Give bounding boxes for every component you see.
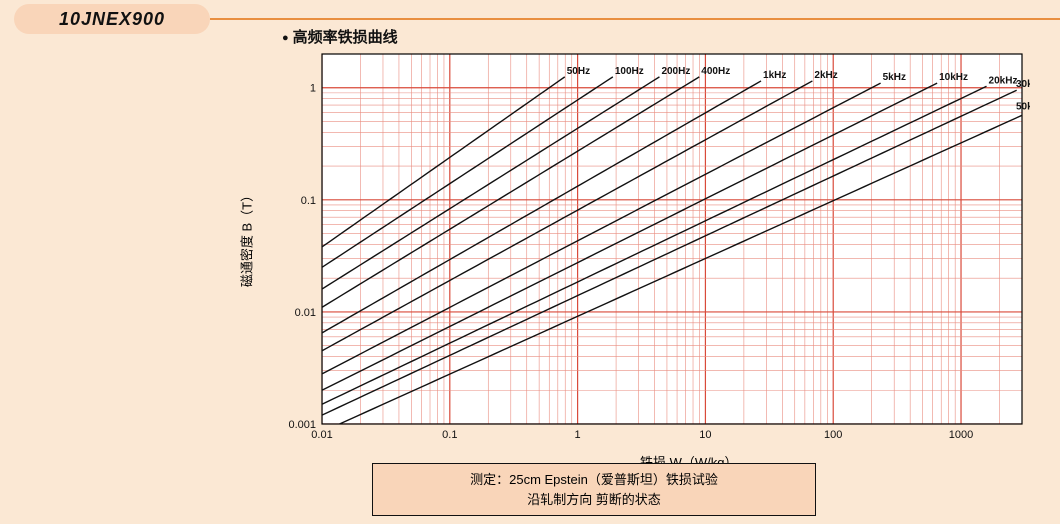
svg-text:2kHz: 2kHz <box>814 70 837 81</box>
svg-text:1: 1 <box>575 429 581 441</box>
svg-text:50Hz: 50Hz <box>567 66 590 77</box>
svg-text:0.001: 0.001 <box>288 419 316 431</box>
svg-text:0.1: 0.1 <box>301 195 316 207</box>
svg-text:30kHz: 30kHz <box>1016 79 1030 90</box>
product-code-tab: 10JNEX900 <box>14 4 210 34</box>
svg-text:100: 100 <box>824 429 842 441</box>
y-axis-label: 磁通密度 B（T） <box>237 189 256 287</box>
caption-box: 测定：25cm Epstein（爱普斯坦）铁损试验 沿轧制方向 剪断的状态 <box>372 463 816 516</box>
svg-text:400Hz: 400Hz <box>701 66 730 77</box>
svg-text:20kHz: 20kHz <box>989 75 1018 86</box>
caption-line-2: 沿轧制方向 剪断的状态 <box>381 490 807 510</box>
svg-text:0.01: 0.01 <box>295 307 316 319</box>
svg-text:50kHz: 50kHz <box>1016 102 1030 113</box>
svg-text:1kHz: 1kHz <box>763 70 786 81</box>
svg-text:5kHz: 5kHz <box>883 72 906 83</box>
svg-text:1: 1 <box>310 83 316 95</box>
svg-text:200Hz: 200Hz <box>661 66 690 77</box>
loss-chart: 0.010.111010010000.0010.010.1150Hz100Hz2… <box>282 48 1030 468</box>
svg-text:0.1: 0.1 <box>442 429 457 441</box>
svg-text:10: 10 <box>699 429 711 441</box>
caption-line-1: 测定：25cm Epstein（爱普斯坦）铁损试验 <box>381 470 807 490</box>
svg-text:10kHz: 10kHz <box>939 72 968 83</box>
header-rule <box>210 18 1060 20</box>
svg-text:100Hz: 100Hz <box>615 66 644 77</box>
svg-text:1000: 1000 <box>949 429 973 441</box>
chart-title: 高频率铁损曲线 <box>282 26 398 47</box>
